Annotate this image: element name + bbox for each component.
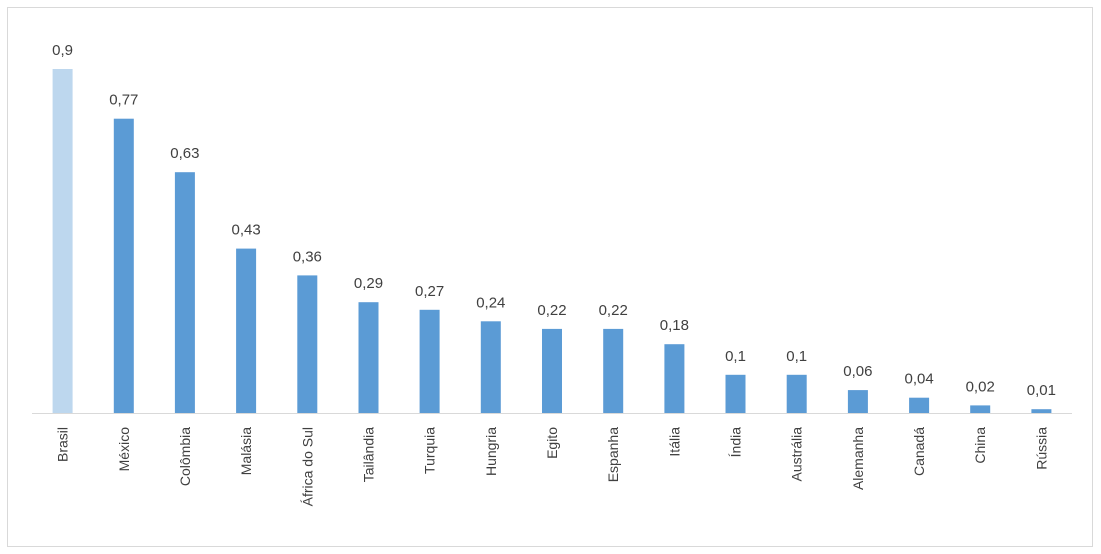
bars-group bbox=[52, 69, 1052, 413]
category-label: Malásia bbox=[238, 427, 254, 475]
value-label: 0,29 bbox=[354, 275, 383, 292]
value-label: 0,18 bbox=[660, 317, 689, 334]
bar-colômbia bbox=[174, 172, 195, 413]
category-label: Brasil bbox=[55, 427, 71, 462]
value-label: 0,22 bbox=[599, 302, 628, 319]
value-label: 0,63 bbox=[170, 145, 199, 162]
bar-itália bbox=[664, 344, 685, 413]
bar-espanha bbox=[603, 328, 624, 413]
bar-canadá bbox=[909, 397, 930, 413]
category-label: México bbox=[116, 427, 132, 472]
category-label: Egito bbox=[544, 427, 560, 459]
bar-áfrica-do-sul bbox=[297, 275, 318, 413]
category-label: África do Sul bbox=[299, 427, 315, 506]
bar-hungria bbox=[480, 321, 501, 413]
value-label: 0,36 bbox=[293, 248, 322, 265]
value-label: 0,9 bbox=[52, 42, 73, 59]
category-label: Itália bbox=[666, 427, 682, 457]
bar-austrália bbox=[786, 374, 807, 413]
bar-turquia bbox=[419, 309, 440, 413]
value-label: 0,1 bbox=[786, 348, 807, 365]
bar-china bbox=[970, 405, 991, 413]
category-label: Austrália bbox=[789, 427, 805, 482]
category-label: Colômbia bbox=[177, 427, 193, 486]
category-label: Hungria bbox=[483, 427, 499, 476]
category-label: Turquia bbox=[422, 427, 438, 474]
category-label: Alemanha bbox=[850, 427, 866, 490]
bar-egito bbox=[542, 328, 562, 413]
value-label: 0,77 bbox=[109, 92, 138, 109]
value-label: 0,27 bbox=[415, 283, 444, 300]
value-label: 0,43 bbox=[231, 222, 260, 239]
value-label: 0,1 bbox=[725, 348, 746, 365]
category-label: Rússia bbox=[1033, 427, 1049, 470]
bar-alemanha bbox=[847, 390, 868, 413]
value-label: 0,01 bbox=[1027, 382, 1056, 399]
bar-malásia bbox=[236, 248, 257, 413]
category-label: Tailândia bbox=[361, 427, 377, 482]
bar-índia bbox=[725, 374, 746, 413]
bar-méxico bbox=[113, 118, 134, 413]
bar-rússia bbox=[1031, 409, 1052, 413]
value-label: 0,24 bbox=[476, 294, 505, 311]
value-label: 0,02 bbox=[966, 378, 995, 395]
category-label: Canadá bbox=[911, 427, 927, 476]
value-labels-group: 0,9 0,77 0,63 0,43 0,36 0,29 0,27 0,24 0,22 0,22 0… bbox=[52, 42, 1056, 399]
category-label: Índia bbox=[728, 427, 744, 458]
value-label: 0,22 bbox=[537, 302, 566, 319]
category-labels-group: Brasil México Colômbia Malásia África do Sul… bbox=[55, 427, 1050, 507]
category-label: Espanha bbox=[605, 427, 621, 482]
value-label: 0,06 bbox=[843, 363, 872, 380]
category-label: China bbox=[972, 427, 988, 464]
bar-brasil bbox=[52, 69, 73, 413]
bar-tailândia bbox=[358, 302, 379, 413]
value-label: 0,04 bbox=[904, 371, 933, 388]
